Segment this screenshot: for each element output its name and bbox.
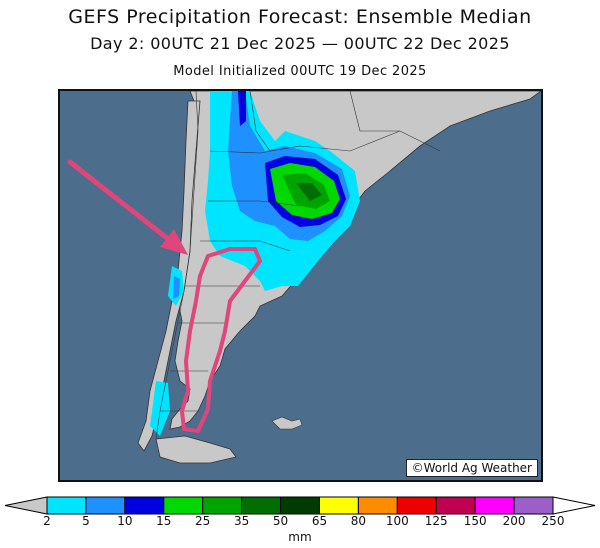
land-chile — [137, 100, 201, 452]
colorbar-bin-150 — [474, 496, 515, 515]
colorbar-bin-10 — [124, 496, 165, 515]
colorbar-bin-200 — [513, 496, 554, 515]
colorbar-above-max — [552, 496, 596, 515]
colorbar-tick-label: 250 — [541, 514, 565, 528]
map-canvas — [67, 91, 541, 464]
land-falklands — [271, 416, 303, 430]
precipitation-map: ©World Ag Weather — [58, 89, 543, 482]
colorbar-bin-125 — [435, 496, 476, 515]
colorbar-tick-label: 5 — [82, 514, 90, 528]
colorbar-tick-label: 150 — [463, 514, 487, 528]
colorbar-tick-label: 65 — [311, 514, 328, 528]
colorbar-bin-5 — [85, 496, 126, 515]
colorbar-tick-label: 2 — [43, 514, 51, 528]
map-title: GEFS Precipitation Forecast: Ensemble Me… — [68, 6, 532, 28]
political-borders — [155, 91, 441, 440]
colorbar-tick-label: 15 — [156, 514, 172, 528]
highlight-outline — [180, 247, 262, 433]
colorbar-tick-label: 100 — [385, 514, 409, 528]
colorbar-tick-label: 35 — [233, 514, 250, 528]
colorbar-tick-label: 125 — [424, 514, 448, 528]
colorbar-bin-100 — [396, 496, 437, 515]
colorbar-bin-2 — [46, 496, 87, 515]
colorbar-bin-35 — [241, 496, 282, 515]
colorbar-tick-label: 200 — [502, 514, 526, 528]
colorbar-bin-65 — [318, 496, 359, 515]
annotation-arrow — [67, 159, 188, 255]
credit-label: ©World Ag Weather — [405, 459, 538, 477]
colorbar-bin-25 — [202, 496, 243, 515]
land-tierra-del-fuego — [155, 435, 237, 464]
colorbar-bin-15 — [163, 496, 204, 515]
colorbar-bin-50 — [280, 496, 320, 515]
colorbar-tick-label: 10 — [117, 514, 133, 528]
colorbar-tick-label: 25 — [195, 514, 211, 528]
colorbar-tick-label: 80 — [350, 514, 367, 528]
colorbar-tick-label: 50 — [272, 514, 289, 528]
units-label: mm — [288, 530, 312, 544]
colorbar-below-min — [4, 496, 48, 515]
colorbar-bin-80 — [357, 496, 398, 515]
valid-period: Day 2: 00UTC 21 Dec 2025 — 00UTC 22 Dec … — [90, 34, 510, 53]
init-time: Model Initialized 00UTC 19 Dec 2025 — [173, 64, 427, 79]
colorbar — [4, 496, 596, 515]
